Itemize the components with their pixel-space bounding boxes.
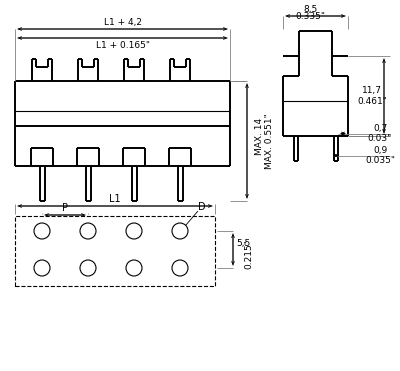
Text: 0.335": 0.335": [296, 12, 326, 20]
Text: 8,5: 8,5: [303, 4, 318, 13]
Text: L1: L1: [109, 194, 121, 204]
Text: 0.035": 0.035": [365, 156, 395, 165]
Text: 5,5: 5,5: [236, 239, 250, 248]
Text: 11,7: 11,7: [362, 85, 382, 95]
Text: 0.461": 0.461": [357, 96, 387, 105]
Text: 0.215": 0.215": [244, 240, 254, 269]
Text: D: D: [198, 202, 206, 212]
Text: 0,7: 0,7: [373, 124, 387, 133]
Text: MAX. 14: MAX. 14: [254, 118, 264, 155]
Text: L1 + 0.165": L1 + 0.165": [96, 40, 150, 49]
Text: 0,9: 0,9: [373, 146, 387, 155]
Text: 0.03": 0.03": [368, 134, 392, 143]
Text: P: P: [62, 203, 68, 213]
Text: L1 + 4,2: L1 + 4,2: [104, 17, 142, 26]
Text: MAX. 0.551": MAX. 0.551": [264, 113, 274, 169]
